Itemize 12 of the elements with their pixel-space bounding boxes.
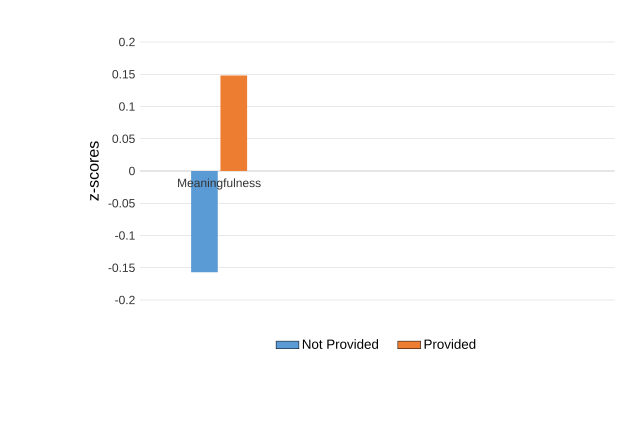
y-axis-title: z-scores (90, 141, 99, 201)
y-tick-label: 0 (129, 166, 135, 176)
y-tick-label: -0.1 (115, 231, 135, 240)
legend-label: Provided (424, 339, 476, 349)
y-tick-label: 0.1 (119, 102, 135, 111)
y-tick-label: -0.05 (108, 198, 135, 208)
legend-label: Not Provided (302, 339, 378, 349)
y-tick-label: 0.15 (112, 70, 135, 78)
y-tick-label: -0.15 (108, 263, 135, 272)
y-tick-label: -0.2 (115, 296, 135, 304)
y-tick-label: 0.2 (119, 38, 135, 46)
y-tick-label: 0.05 (112, 134, 135, 143)
